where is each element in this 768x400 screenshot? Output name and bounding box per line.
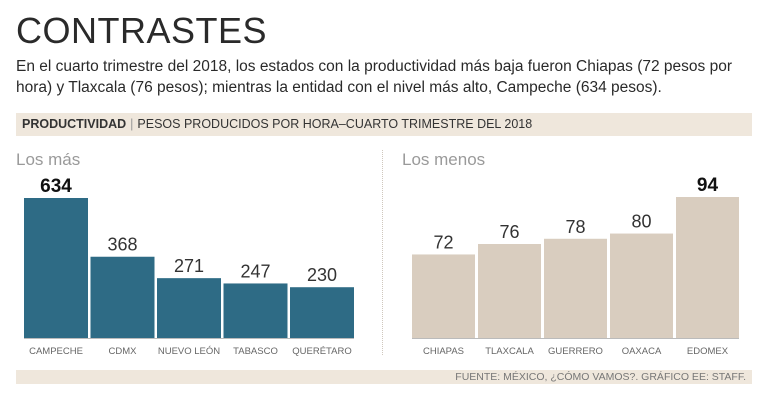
category-label-high-3: TABASCO — [233, 346, 278, 357]
header-separator: | — [130, 117, 134, 131]
bar-high-3 — [223, 283, 288, 338]
panel-divider — [382, 150, 383, 355]
chart-subtitle: En el cuarto trimestre del 2018, los est… — [16, 58, 732, 96]
value-label-low-1: 76 — [499, 222, 519, 242]
category-label-high-0: CAMPECHE — [29, 346, 83, 357]
bar-low-0 — [412, 254, 475, 338]
category-label-low-3: OAXACA — [622, 346, 662, 357]
category-label-high-4: QUERÉTARO — [292, 346, 351, 357]
bar-high-4 — [290, 287, 354, 338]
bar-high-2 — [157, 278, 221, 338]
value-label-high-0: 634 — [40, 176, 72, 197]
bar-low-1 — [478, 244, 541, 338]
bar-high-0 — [24, 198, 88, 338]
category-label-high-1: CDMX — [109, 346, 138, 357]
bar-low-4 — [676, 197, 739, 338]
value-label-low-3: 80 — [631, 212, 651, 232]
category-label-low-4: EDOMEX — [687, 346, 729, 357]
header-band: PRODUCTIVIDAD | PESOS PRODUCIDOS POR HORA–… — [16, 113, 752, 136]
value-label-high-3: 247 — [240, 261, 270, 281]
chart-title: CONTRASTES — [16, 10, 268, 51]
category-label-high-2: NUEVO LEÓN — [158, 346, 220, 357]
value-label-low-4: 94 — [697, 175, 719, 196]
footer-band: FUENTE: MÉXICO, ¿CÓMO VAMOS?. GRÁFICO EE… — [16, 370, 752, 384]
category-label-low-1: TLAXCALA — [485, 346, 534, 357]
header-label: PRODUCTIVIDAD — [22, 117, 127, 131]
panel-title-low: Los menos — [402, 150, 486, 169]
value-label-high-1: 368 — [107, 235, 137, 255]
value-label-high-4: 230 — [307, 265, 337, 285]
value-label-low-2: 78 — [565, 217, 585, 237]
value-label-low-0: 72 — [433, 232, 453, 252]
bar-low-3 — [610, 233, 673, 338]
value-label-high-2: 271 — [174, 256, 204, 276]
header-text: PESOS PRODUCIDOS POR HORA–CUARTO TRIMEST… — [137, 117, 533, 131]
panel-title-high: Los más — [16, 150, 81, 169]
source-note: FUENTE: MÉXICO, ¿CÓMO VAMOS?. GRÁFICO EE… — [455, 371, 746, 383]
bar-high-1 — [90, 256, 155, 338]
category-label-low-2: GUERRERO — [548, 346, 603, 357]
bar-low-2 — [544, 238, 607, 338]
category-label-low-0: CHIAPAS — [423, 346, 464, 357]
